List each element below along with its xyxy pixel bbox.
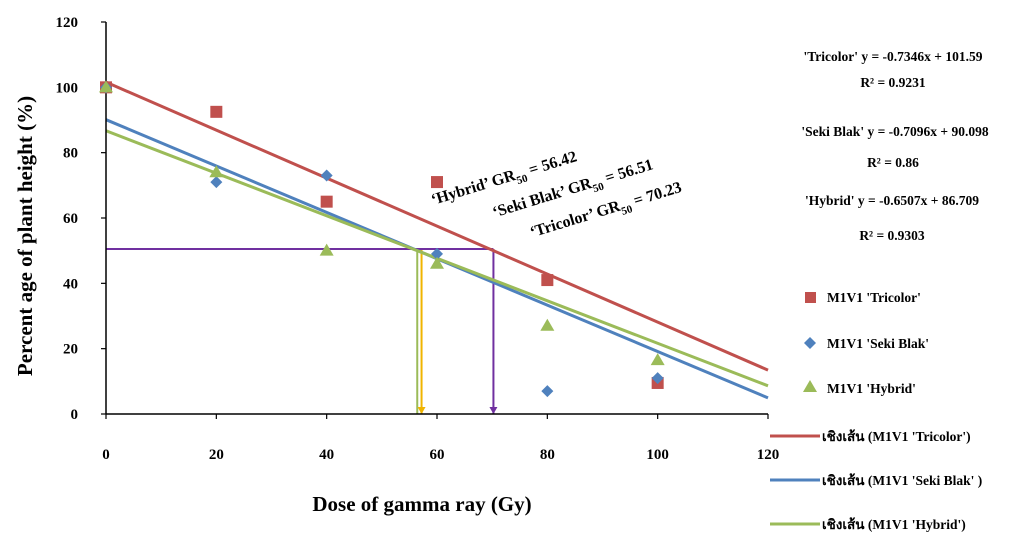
legend-label-seki-blak: M1V1 'Seki Blak' (827, 336, 929, 351)
regression-equations: 'Tricolor' y = -0.7346x + 101.59 R² = 0.… (801, 49, 988, 243)
legend-trend-seki-blak: เชิงเส้น (M1V1 'Seki Blak' ) (822, 473, 982, 488)
y-tick-label: 40 (63, 276, 78, 292)
x-tick-label: 20 (209, 447, 224, 463)
data-point-diamond (210, 176, 223, 189)
legend-trend-hybrid: เชิงเส้น (M1V1 'Hybrid') (822, 517, 966, 532)
data-point-triangle (430, 256, 444, 269)
r2-hybrid: R² = 0.9303 (859, 228, 925, 243)
axes: 0 20 40 60 80 100 120 0 20 40 60 80 100 120 (56, 15, 780, 463)
gr50-guides (106, 248, 498, 414)
y-tick-label: 0 (71, 407, 79, 423)
trendline (105, 80, 769, 372)
x-tick-label: 120 (757, 447, 780, 463)
data-points (99, 80, 665, 398)
y-tick-label: 60 (63, 211, 78, 227)
data-point-square (320, 195, 333, 208)
y-tick-label: 120 (56, 15, 79, 31)
data-point-triangle (650, 353, 665, 366)
gr50-annotations: ‘Hybrid’ GR50 = 56.42 ‘Seki Blak’ GR50 =… (429, 148, 683, 241)
data-point-diamond (320, 169, 333, 182)
r2-tricolor: R² = 0.9231 (860, 75, 926, 90)
trendlines (105, 80, 769, 400)
data-point-triangle (209, 165, 224, 178)
legend-marker-tricolor (805, 292, 816, 303)
y-axis-title: Percent age of plant height (%) (13, 96, 37, 376)
legend-trend-tricolor: เชิงเส้น (M1V1 'Tricolor') (822, 429, 971, 444)
data-point-diamond (431, 247, 443, 260)
equation-tricolor: 'Tricolor' y = -0.7346x + 101.59 (804, 49, 983, 64)
data-point-triangle (99, 80, 113, 93)
data-point-diamond (651, 372, 664, 385)
x-tick-label: 80 (540, 447, 555, 463)
r2-seki-blak: R² = 0.86 (867, 155, 919, 170)
data-point-triangle (319, 243, 334, 256)
legend: M1V1 'Tricolor' M1V1 'Seki Blak' M1V1 'H… (770, 290, 982, 532)
legend-label-hybrid: M1V1 'Hybrid' (827, 381, 916, 396)
gr50-arrowhead (417, 407, 426, 414)
data-point-diamond (541, 385, 554, 398)
y-tick-label: 20 (63, 342, 78, 358)
data-point-square (541, 274, 554, 287)
x-tick-label: 40 (319, 447, 334, 463)
x-axis-title: Dose of gamma ray (Gy) (312, 492, 531, 516)
y-tick-label: 100 (56, 80, 79, 96)
equation-hybrid: 'Hybrid' y = -0.6507x + 86.709 (805, 193, 979, 208)
gr50-arrowhead (489, 407, 498, 414)
equation-seki-blak: 'Seki Blak' y = -0.7096x + 90.098 (801, 124, 988, 139)
x-tick-label: 60 (430, 447, 445, 463)
y-tick-label: 80 (63, 146, 78, 162)
legend-label-tricolor: M1V1 'Tricolor' (827, 290, 921, 305)
data-point-square (431, 176, 443, 189)
data-point-square (210, 105, 223, 118)
x-tick-label: 100 (646, 447, 669, 463)
x-tick-label: 0 (102, 447, 110, 463)
data-point-triangle (540, 318, 555, 331)
legend-marker-hybrid (803, 380, 817, 392)
legend-marker-seki-blak (804, 337, 816, 349)
